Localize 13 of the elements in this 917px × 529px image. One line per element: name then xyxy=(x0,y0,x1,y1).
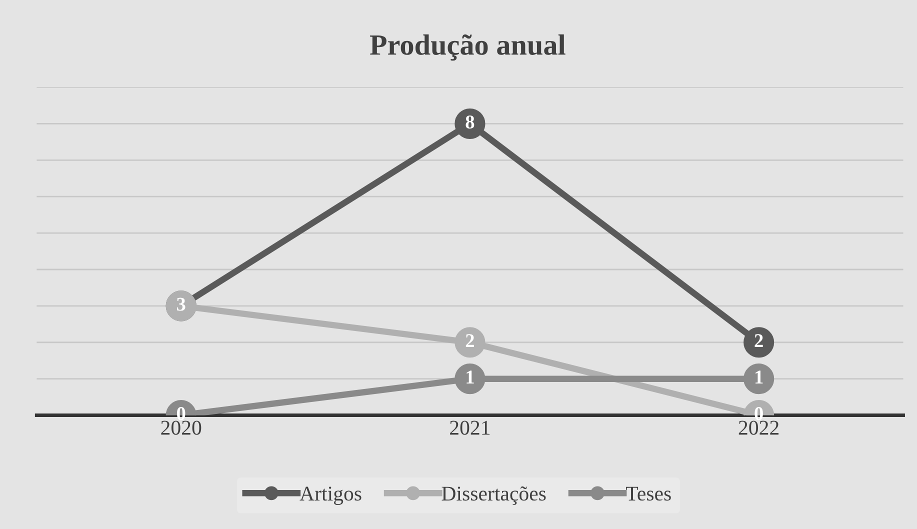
data-label: 3 xyxy=(176,298,186,311)
x-tick-label: 2020 xyxy=(161,420,202,435)
legend-label: Dissertações xyxy=(442,486,546,505)
x-tick-label: 2022 xyxy=(738,420,778,435)
data-label: 2 xyxy=(754,334,763,348)
x-tick-label: 2021 xyxy=(450,420,490,435)
data-label: 2 xyxy=(466,334,474,348)
data-label: 1 xyxy=(756,370,763,384)
chart-title: Produção anual xyxy=(370,34,566,61)
data-label: 1 xyxy=(466,370,474,384)
data-label: 8 xyxy=(466,115,474,129)
legend-label: Teses xyxy=(626,486,671,501)
legend-label: Artigos xyxy=(300,486,362,505)
